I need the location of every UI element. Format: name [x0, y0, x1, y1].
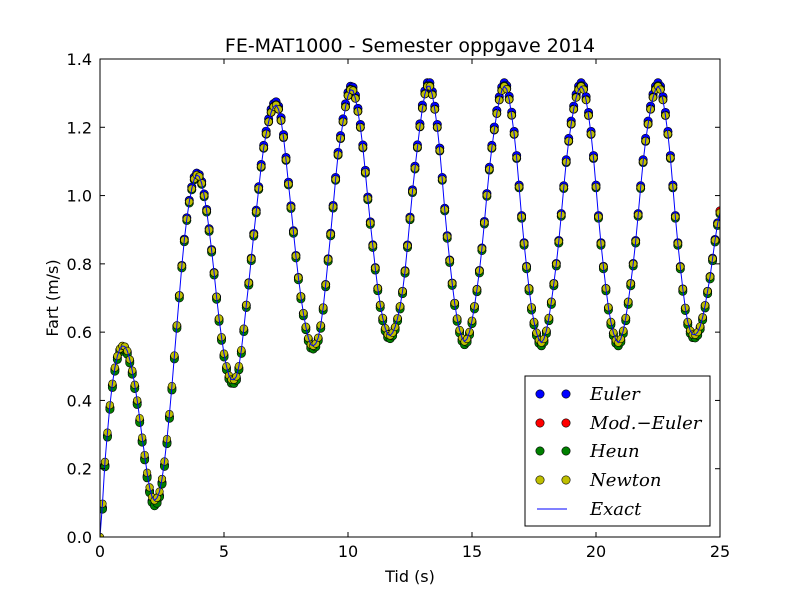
legend-items: Euler Mod.−Euler Heun Newton Exact [535, 384, 703, 520]
y-tick-label: 0.8 [67, 255, 92, 274]
x-tick-label: 20 [586, 542, 606, 561]
x-tick-label: 10 [338, 542, 358, 561]
legend-label: Newton [589, 470, 661, 491]
legend-marker [535, 475, 545, 485]
legend-marker [561, 389, 571, 399]
legend-marker [535, 446, 545, 456]
y-tick-label: 1.0 [67, 187, 92, 206]
x-tick-label: 5 [219, 542, 229, 561]
y-axis-title: Fart (m/s) [43, 259, 62, 336]
y-tick-label: 1.2 [67, 118, 92, 137]
legend-box [524, 375, 711, 527]
y-tick-label: 0.2 [67, 460, 92, 479]
legend-marker [561, 446, 571, 456]
plot-frame [99, 58, 721, 538]
x-tick-label: 15 [462, 542, 482, 561]
axes-layer: 0 5 10 15 20 25 0.0 0.2 0.4 0.6 0.8 1.0 1.2 1.4 [67, 50, 731, 561]
legend-marker [561, 418, 571, 428]
series-newton [100, 82, 720, 537]
y-tick-label: 1.4 [67, 50, 92, 69]
legend-label: Mod.−Euler [589, 413, 703, 434]
x-axis-title: Tid (s) [384, 567, 435, 586]
y-tick-label: 0.4 [67, 391, 92, 410]
chart-title: FE-MAT1000 - Semester oppgave 2014 [225, 35, 595, 57]
legend: Euler Mod.−Euler Heun Newton Exact [524, 375, 711, 527]
x-tick-label: 0 [95, 542, 105, 561]
newton-point [715, 208, 720, 217]
legend-marker [535, 389, 545, 399]
legend-label: Heun [589, 441, 640, 462]
plot-layer [100, 78, 720, 537]
y-tick-label: 0.0 [67, 528, 92, 547]
legend-label: Euler [589, 384, 641, 405]
series-exact [100, 85, 720, 537]
legend-marker [535, 418, 545, 428]
legend-marker [561, 475, 571, 485]
x-tick-label: 25 [710, 542, 730, 561]
legend-label: Exact [589, 499, 642, 520]
exact-line [100, 85, 720, 537]
newton-point [100, 532, 105, 537]
y-tick-label: 0.6 [67, 323, 92, 342]
